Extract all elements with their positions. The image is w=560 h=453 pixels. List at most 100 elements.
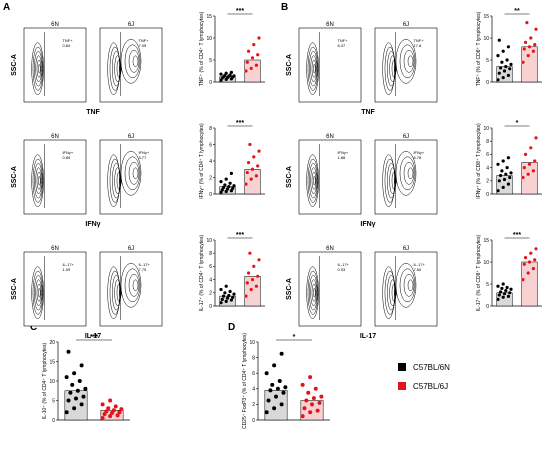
contour-line: [403, 274, 415, 297]
data-point: [531, 49, 536, 53]
data-point: [502, 292, 507, 296]
contour-line: [306, 154, 319, 207]
data-point: [224, 284, 228, 288]
data-point: [523, 256, 528, 260]
data-point: [501, 282, 505, 286]
y-axis-label: IL-10⁺ (% of CD4⁺ T lymphocytes): [42, 343, 48, 420]
gate-name-left: IL-17+: [62, 262, 74, 267]
data-point: [509, 171, 513, 175]
contour-line: [313, 176, 316, 186]
data-point: [504, 65, 508, 69]
data-point: [228, 289, 232, 294]
contour-line: [399, 268, 416, 303]
chart-a2: 0 2 4 6 8 IFNγ⁺ (% of CD4⁺ T lymphocytes) ***: [199, 120, 265, 199]
contour-line: [32, 158, 44, 203]
data-point: [317, 400, 322, 405]
flow-plot-title-right: 6J: [403, 22, 409, 28]
contour-line: [310, 279, 317, 306]
data-point: [256, 274, 260, 278]
contour-line: [32, 46, 44, 91]
data-point: [496, 284, 500, 288]
y-tick-label: 6: [209, 142, 212, 148]
data-point: [74, 396, 78, 401]
data-point: [504, 172, 508, 176]
contour-line: [114, 279, 121, 306]
data-point: [224, 177, 228, 181]
contour-line: [306, 42, 319, 95]
gate-value-left: 1.88: [337, 155, 346, 160]
flow-xlabel: TNF: [86, 109, 100, 116]
flow-ylabel: SSC-A: [286, 166, 293, 188]
legend-swatch-6n: [398, 363, 406, 371]
flow-ylabel: SSC-A: [11, 166, 18, 188]
gate-value-left: 6.37: [337, 43, 346, 48]
data-point: [108, 414, 113, 419]
flow-ylabel: SSC-A: [286, 54, 293, 76]
contour-line: [114, 55, 121, 82]
flow-plot-title-left: 6N: [326, 246, 334, 252]
flow-plot-title-right: 6J: [403, 134, 409, 140]
data-point: [227, 293, 231, 298]
data-point: [268, 388, 273, 393]
contour-line: [112, 163, 121, 199]
data-point: [501, 295, 505, 299]
data-point: [264, 410, 269, 415]
contour-line: [391, 283, 397, 302]
contour-line: [310, 167, 317, 194]
data-point: [66, 349, 71, 354]
contour-line: [382, 266, 395, 319]
contour-line: [306, 266, 319, 319]
y-axis-label: TNF⁺ (% of CD4⁺ T lymphocytes): [199, 11, 205, 86]
gate-value-right: 7.05: [138, 43, 147, 48]
gate-value-right: 7.60: [413, 267, 422, 272]
contour-line: [120, 39, 142, 84]
data-point: [319, 394, 324, 399]
data-point: [224, 299, 228, 303]
legend: C57BL/6N C57BL/6J: [398, 363, 450, 391]
y-tick-label: 10: [483, 126, 489, 132]
data-point: [498, 66, 503, 70]
flow-xlabel: IFNγ: [85, 221, 100, 228]
data-point: [232, 74, 236, 78]
data-point: [229, 70, 234, 74]
contour-line: [309, 163, 318, 199]
data-point: [221, 294, 226, 298]
data-point: [308, 375, 313, 380]
gate-value-left: 0.93: [337, 267, 346, 272]
data-point: [248, 251, 252, 255]
gate-value-right: 17.8: [413, 43, 422, 48]
y-axis-label: IL-17⁺ (% of CD4⁺ T lymphocytes): [199, 235, 205, 312]
contour-line: [35, 279, 42, 306]
data-point: [250, 167, 255, 171]
data-point: [527, 260, 532, 264]
contour-line: [107, 154, 120, 207]
data-point: [219, 287, 223, 292]
data-point: [313, 386, 318, 391]
data-point: [227, 184, 231, 189]
data-point: [250, 278, 255, 282]
data-point: [496, 297, 500, 301]
data-point: [501, 185, 505, 189]
contour-line: [36, 59, 42, 78]
data-point: [279, 402, 284, 407]
gate-name-left: TNF+: [62, 38, 73, 43]
contour-line: [395, 151, 417, 196]
data-point: [275, 386, 280, 391]
contour-line: [116, 283, 122, 302]
data-point: [523, 152, 528, 156]
significance-label: ***: [90, 334, 98, 341]
contour-line: [132, 167, 139, 180]
data-point: [254, 284, 259, 288]
contour-line: [407, 55, 414, 68]
data-point: [534, 27, 538, 31]
data-point: [302, 406, 307, 411]
data-point: [506, 294, 511, 298]
contour-line: [313, 64, 316, 74]
data-point: [498, 290, 503, 294]
data-point: [81, 394, 86, 399]
flow-plot-frame-left: [298, 251, 362, 327]
